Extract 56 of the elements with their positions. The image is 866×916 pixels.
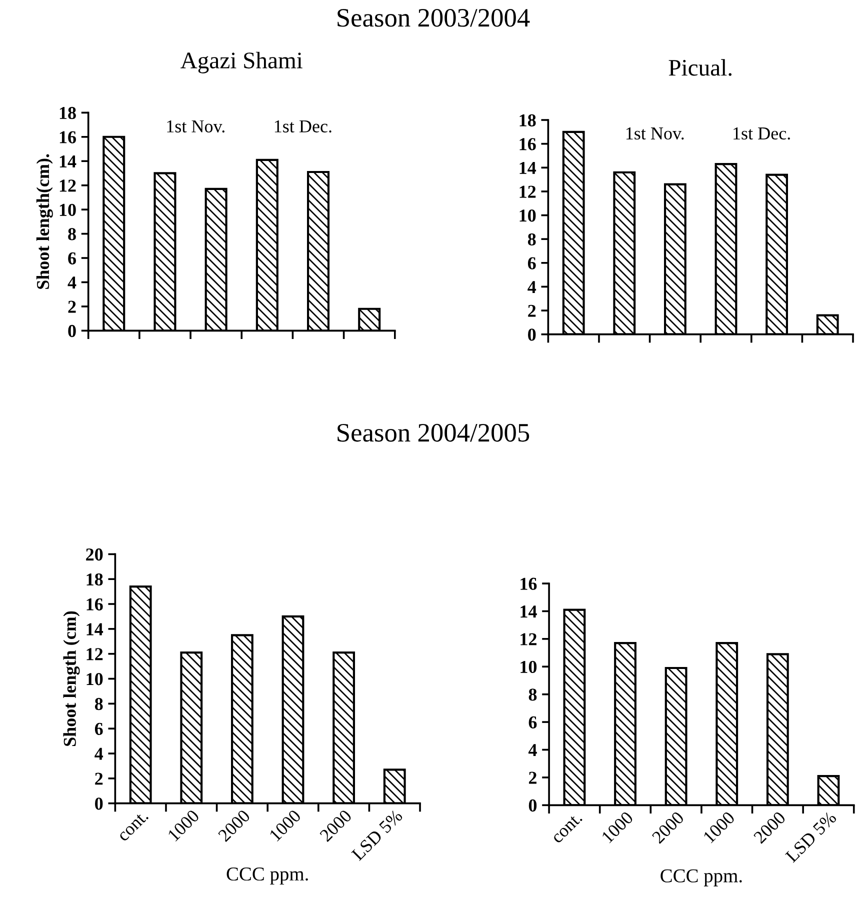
y-tick-label: 16	[86, 598, 103, 610]
y-tick-label: 14	[60, 155, 76, 168]
y-tick-label: 18	[60, 106, 76, 120]
y-tick-label: 4	[528, 281, 536, 293]
y-tick-label: 2	[95, 772, 103, 785]
y-tick-label: 16	[60, 131, 76, 144]
y-tick-label: 4	[94, 748, 104, 760]
y-tick-label: 12	[86, 648, 103, 660]
y-tick-label: 0	[528, 799, 537, 812]
y-tick-label: 10	[86, 673, 103, 686]
y-tick-label: 10	[60, 204, 76, 216]
y-tick-label: 6	[528, 716, 537, 728]
y-tick-label: 0	[68, 324, 76, 338]
x-tick-label: LSD 5%	[351, 808, 404, 862]
y-tick-label: 20	[86, 548, 103, 561]
y-tick-label: 4	[68, 276, 76, 288]
y-tick-label: 12	[60, 180, 76, 192]
y-tick-label: 10	[520, 210, 536, 222]
x-tick-label: cont.	[118, 810, 149, 842]
y-tick-label: 2	[68, 300, 76, 313]
y-tick-label: 12	[520, 186, 536, 198]
y-tick-label: 8	[94, 698, 103, 710]
y-tick-label: 16	[520, 138, 536, 150]
chart-title: Agazi Shami	[180, 52, 302, 74]
y-axis-title: Shoot length (cm)	[63, 611, 80, 746]
y-tick-label: 8	[528, 688, 537, 701]
annotation: 1st Dec.	[734, 127, 790, 140]
y-tick-label: 14	[520, 162, 536, 174]
y-tick-label: 14	[86, 623, 104, 636]
y-tick-label: 8	[68, 228, 76, 240]
y-axis-title: Shoot length(cm).	[36, 154, 53, 289]
text: Season 2004/2005	[338, 424, 530, 442]
x-tick-label: LSD 5%	[784, 810, 838, 864]
annotation: 1st Nov.	[167, 120, 224, 133]
y-tick-label: 18	[86, 573, 103, 586]
text: Season 2003/2004	[338, 8, 530, 27]
annotation: 1st Nov.	[626, 127, 684, 140]
y-tick-label: 4	[528, 744, 537, 756]
y-tick-label: 14	[520, 606, 537, 618]
y-tick-label: 6	[528, 257, 536, 270]
x-axis-title: CCC ppm.	[660, 869, 742, 886]
y-tick-label: 12	[520, 633, 536, 646]
x-axis-title: CCC ppm.	[226, 867, 308, 885]
y-tick-label: 16	[520, 578, 537, 590]
annotation: 1st Dec.	[274, 120, 332, 133]
y-tick-label: 0	[95, 798, 103, 810]
y-tick-label: 2	[528, 304, 536, 317]
chart-title: Picual.	[668, 59, 732, 76]
y-tick-label: 18	[520, 114, 536, 126]
x-tick-label: cont.	[551, 812, 583, 844]
y-tick-label: 8	[528, 233, 536, 246]
y-tick-label: 0	[528, 328, 536, 341]
y-tick-label: 2	[528, 772, 536, 784]
y-tick-label: 6	[94, 722, 103, 736]
y-tick-label: 6	[68, 252, 76, 264]
y-tick-label: 10	[520, 660, 537, 674]
